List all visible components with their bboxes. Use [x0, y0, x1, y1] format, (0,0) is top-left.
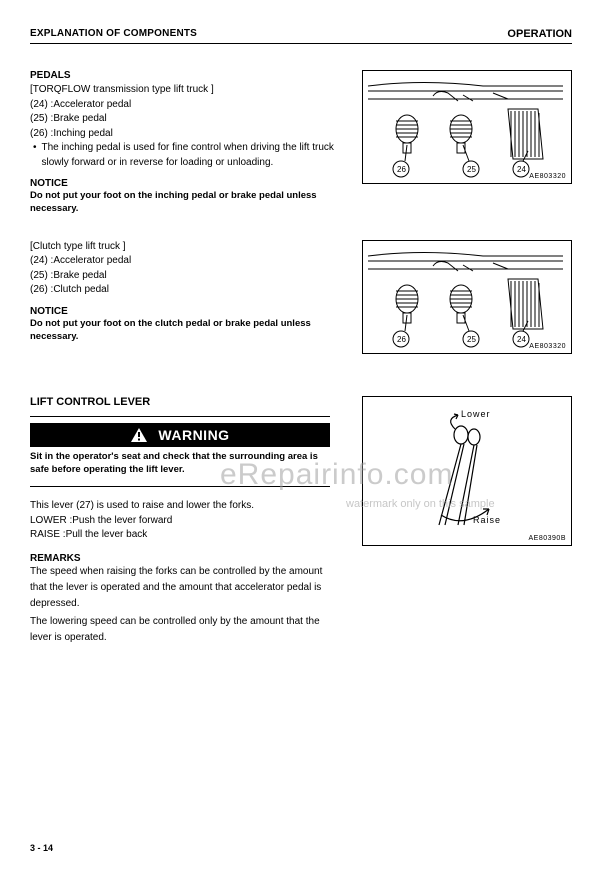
pedals-diagram-icon: 26 25 24 — [363, 71, 572, 184]
torqflow-line-24: (24) :Accelerator pedal — [30, 98, 338, 113]
lift-lever-diagram-icon — [363, 397, 572, 546]
fig-lower-label: Lower — [461, 409, 491, 419]
torqflow-heading: [TORQFLOW transmission type lift truck ] — [30, 83, 338, 98]
svg-text:26: 26 — [397, 165, 406, 174]
lift-title: LIFT CONTROL LEVER — [30, 396, 338, 408]
clutch-line-26: (26) :Clutch pedal — [30, 283, 338, 298]
torqflow-fig-id: AE803320 — [529, 173, 566, 180]
header-operation: OPERATION — [507, 28, 572, 40]
page-number: 3 - 14 — [30, 843, 53, 853]
torqflow-figure: 26 25 24 AE803320 — [362, 70, 572, 184]
lift-raise: RAISE :Pull the lever back — [30, 528, 338, 543]
svg-text:26: 26 — [397, 335, 406, 344]
pedals-title: PEDALS — [30, 70, 338, 81]
warning-triangle-icon — [130, 427, 148, 443]
lift-fig-id: AE80390B — [529, 535, 566, 542]
clutch-line-24: (24) :Accelerator pedal — [30, 254, 338, 269]
pedals-clutch-row: [Clutch type lift truck ] (24) :Accelera… — [30, 240, 572, 354]
clutch-figure: 26 25 24 AE803320 — [362, 240, 572, 354]
header-section-title: EXPLANATION OF COMPONENTS — [30, 28, 197, 40]
clutch-fig-id: AE803320 — [529, 343, 566, 350]
fig-raise-label: Raise — [473, 515, 501, 525]
svg-text:25: 25 — [467, 165, 476, 174]
warning-text: Sit in the operator's seat and check tha… — [30, 450, 330, 477]
clutch-notice-text: Do not put your foot on the clutch pedal… — [30, 317, 338, 344]
clutch-line-25: (25) :Brake pedal — [30, 269, 338, 284]
warning-bar: WARNING — [30, 423, 330, 447]
pedals-diagram-icon: 26 25 24 — [363, 241, 572, 354]
pedals-clutch-text: [Clutch type lift truck ] (24) :Accelera… — [30, 240, 338, 354]
lift-figure: Lower Raise AE80390B — [362, 396, 572, 546]
lift-lower: LOWER :Push the lever forward — [30, 514, 338, 529]
clutch-heading: [Clutch type lift truck ] — [30, 240, 338, 255]
svg-text:24: 24 — [517, 165, 526, 174]
divider-line — [30, 486, 330, 487]
torqflow-notice-title: NOTICE — [30, 178, 338, 189]
lift-control-row: LIFT CONTROL LEVER WARNING Sit in the op… — [30, 396, 572, 646]
remarks-2: The lowering speed can be controlled onl… — [30, 614, 338, 646]
pedals-torqflow-text: PEDALS [TORQFLOW transmission type lift … — [30, 70, 338, 216]
torqflow-notice-text: Do not put your foot on the inching peda… — [30, 189, 338, 216]
torqflow-bullet-text: The inching pedal is used for fine contr… — [42, 141, 338, 170]
torqflow-line-25: (25) :Brake pedal — [30, 112, 338, 127]
remarks-title: REMARKS — [30, 553, 338, 564]
page-header: EXPLANATION OF COMPONENTS OPERATION — [30, 28, 572, 44]
divider-line — [30, 416, 330, 417]
torqflow-bullet: • The inching pedal is used for fine con… — [30, 141, 338, 170]
warning-label: WARNING — [158, 427, 229, 443]
svg-text:24: 24 — [517, 335, 526, 344]
lift-desc: This lever (27) is used to raise and low… — [30, 499, 338, 514]
clutch-notice-title: NOTICE — [30, 306, 338, 317]
torqflow-line-26: (26) :Inching pedal — [30, 127, 338, 142]
remarks-1: The speed when raising the forks can be … — [30, 564, 338, 612]
pedals-torqflow-row: PEDALS [TORQFLOW transmission type lift … — [30, 70, 572, 216]
lift-text-col: LIFT CONTROL LEVER WARNING Sit in the op… — [30, 396, 338, 646]
bullet-dot-icon: • — [30, 141, 37, 170]
svg-text:25: 25 — [467, 335, 476, 344]
